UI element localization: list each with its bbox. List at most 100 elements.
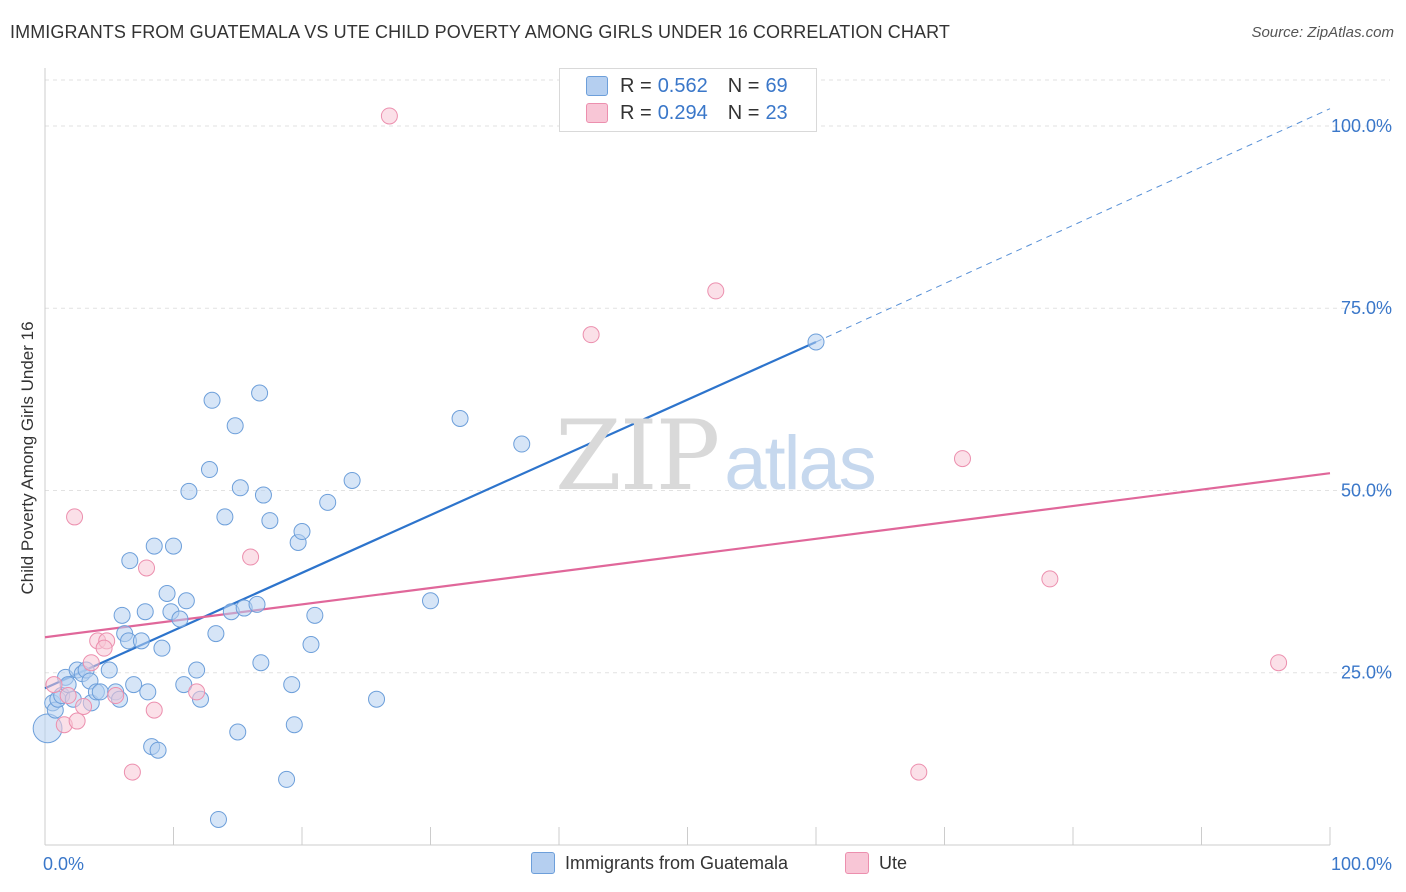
guatemala-point [278,770,296,788]
guatemala-point [209,810,227,828]
stats-legend-row-guatemala: R = 0.562 N = 69 [586,73,788,99]
ute-point [1270,654,1288,672]
guatemala-point [91,683,109,701]
ute-point [123,763,141,781]
legend-swatch-blue [586,76,608,96]
guatemala-point [319,493,337,511]
legend-swatch-pink [586,103,608,123]
guatemala-point [139,683,157,701]
y-axis-title: Child Poverty Among Girls Under 16 [18,321,37,595]
ute-point [707,282,725,300]
ute-point [68,712,86,730]
guatemala-point [302,636,320,654]
n-label: N = [727,74,760,97]
guatemala-trend-line [44,340,817,690]
chart-title: IMMIGRANTS FROM GUATEMALA VS UTE CHILD P… [10,22,950,42]
guatemala-point [422,592,439,610]
ute-point [95,639,113,657]
guatemala-point [261,512,279,530]
watermark-atlas: atlas [724,421,877,506]
guatemala-point [368,690,386,708]
guatemala-point [293,523,311,541]
gridlines [45,79,1390,674]
data-points [32,107,1288,828]
guatemala-point [158,584,176,602]
r-value: 0.562 [657,74,708,97]
guatemala-point [207,625,225,643]
stats-legend: R = 0.562 N = 69 R = 0.294 N = 23 [559,68,817,132]
series-legend: Immigrants from Guatemala Ute [0,852,1406,878]
guatemala-point [165,537,182,555]
guatemala-trend-extension [815,108,1331,343]
guatemala-point [171,610,189,628]
ute-point [107,687,125,705]
legend-label: Immigrants from Guatemala [565,852,789,873]
guatemala-point [180,482,198,500]
n-label: N = [727,101,760,124]
guatemala-point [254,486,272,504]
guatemala-point [145,537,163,555]
guatemala-point [285,716,303,734]
guatemala-point [136,603,154,621]
legend-item-ute[interactable]: Ute [845,852,907,874]
guatemala-point [283,676,301,694]
x-tick-label: 0.0% [43,854,84,874]
ute-point [138,559,156,577]
guatemala-point [248,595,266,613]
guatemala-point [252,654,270,672]
x-tick-label: 100.0% [1331,854,1392,874]
ute-point [75,697,93,715]
y-tick-label: 50.0% [1341,480,1392,500]
guatemala-point [306,606,324,624]
guatemala-point [807,333,825,351]
ute-point [953,450,971,468]
r-value: 0.294 [657,101,708,124]
y-tick-label: 75.0% [1341,298,1392,318]
r-label: R = [620,101,652,124]
ute-point [1041,570,1059,588]
ute-point [380,107,398,125]
guatemala-point [100,661,118,679]
guatemala-point [251,384,269,402]
ute-point [59,687,77,705]
guatemala-point [229,723,247,741]
legend-swatch-pink [845,852,869,874]
ute-point [188,683,206,701]
guatemala-point [132,632,150,650]
legend-swatch-blue [531,852,555,874]
n-value: 23 [765,101,788,124]
trend-lines [44,108,1331,690]
guatemala-point [231,479,249,497]
guatemala-point [226,417,244,435]
guatemala-point [200,461,218,479]
stats-legend-row-ute: R = 0.294 N = 23 [586,100,788,126]
tick-labels: 25.0% 50.0% 75.0% 100.0% 0.0% 100.0% [43,116,1392,874]
guatemala-point [203,391,221,409]
legend-label: Ute [879,852,908,873]
ute-point [145,701,163,719]
ute-point [82,654,100,672]
guatemala-point [149,741,167,759]
y-tick-label: 25.0% [1341,663,1392,683]
watermark: ZIPatlas [555,400,877,512]
guatemala-point [153,639,171,657]
guatemala-point [513,435,531,453]
guatemala-point [177,592,195,610]
guatemala-point [188,661,206,679]
ute-point [45,676,63,694]
guatemala-point [113,606,131,624]
guatemala-point [121,552,139,570]
ute-point [582,326,600,344]
source-credit: Source: ZipAtlas.com [1251,24,1394,41]
r-label: R = [620,74,652,97]
guatemala-point [343,471,361,489]
n-value: 69 [765,74,788,97]
guatemala-point [175,676,193,694]
guatemala-point [125,676,143,694]
y-tick-label: 100.0% [1331,116,1392,136]
legend-item-guatemala[interactable]: Immigrants from Guatemala [531,852,788,874]
guatemala-point [216,508,234,526]
ute-point [66,508,84,526]
ute-point [242,548,260,566]
